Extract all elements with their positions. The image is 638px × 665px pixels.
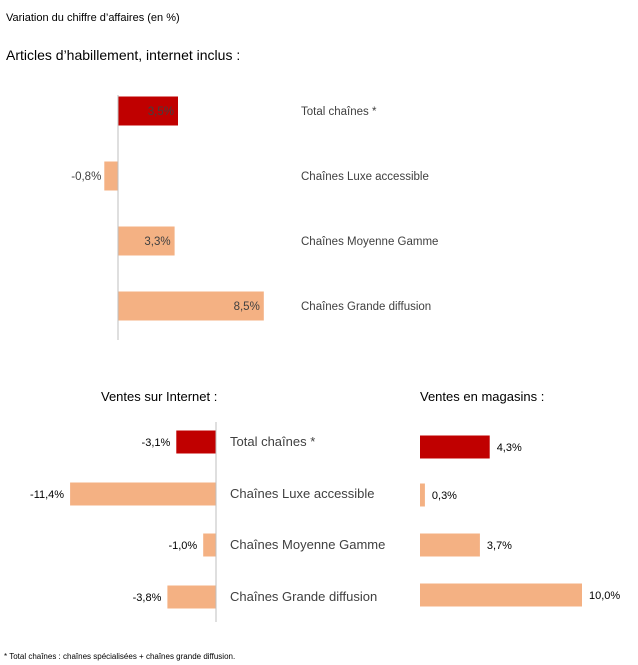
chart-1-title: Articles d’habillement, internet inclus … <box>6 47 241 63</box>
chart1-category-label: Chaînes Luxe accessible <box>301 171 429 183</box>
chart1-value-label: -0,8% <box>71 171 101 183</box>
chart2-category-label: Total chaînes * <box>230 434 315 449</box>
chart1-bar <box>118 96 178 126</box>
chart2-value-label: -1,0% <box>168 540 197 552</box>
chart1-value-label: 3,5% <box>148 106 174 118</box>
chart2-value-label: -3,1% <box>142 437 171 449</box>
chart-3-title: Ventes en magasins : <box>420 389 545 404</box>
chart3-value-label: 10,0% <box>589 590 620 602</box>
chart1-category-label: Chaînes Moyenne Gamme <box>301 236 438 248</box>
chart2-value-label: -3,8% <box>133 592 162 604</box>
chart1-bar <box>118 291 264 321</box>
chart2-bar <box>167 585 216 609</box>
chart3-value-label: 0,3% <box>432 490 457 502</box>
chart3-bar <box>420 435 490 459</box>
chart1-bar <box>104 161 118 191</box>
chart1-value-label: 3,3% <box>144 236 170 248</box>
chart2-bar <box>176 430 216 454</box>
chart2-bar <box>203 533 216 557</box>
chart1-category-label: Chaînes Grande diffusion <box>301 301 431 313</box>
footnote: * Total chaînes : chaînes spécialisées +… <box>4 652 236 661</box>
chart3-value-label: 3,7% <box>487 540 512 552</box>
chart3-value-label: 4,3% <box>497 442 522 454</box>
chart2-value-label: -11,4% <box>30 489 64 501</box>
chart-caption: Variation du chiffre d’affaires (en %) <box>6 12 180 24</box>
chart1-bar <box>118 226 175 256</box>
chart3-bar <box>420 533 480 557</box>
chart2-category-label: Chaînes Grande diffusion <box>230 589 377 604</box>
chart3-bar <box>420 483 425 507</box>
chart-2-title: Ventes sur Internet : <box>101 389 218 404</box>
chart1-value-label: 8,5% <box>234 301 260 313</box>
chart3-bar <box>420 583 582 607</box>
chart2-bar <box>70 482 216 506</box>
chart2-category-label: Chaînes Luxe accessible <box>230 486 375 501</box>
chart2-category-label: Chaînes Moyenne Gamme <box>230 537 385 552</box>
chart1-category-label: Total chaînes * <box>301 106 377 118</box>
